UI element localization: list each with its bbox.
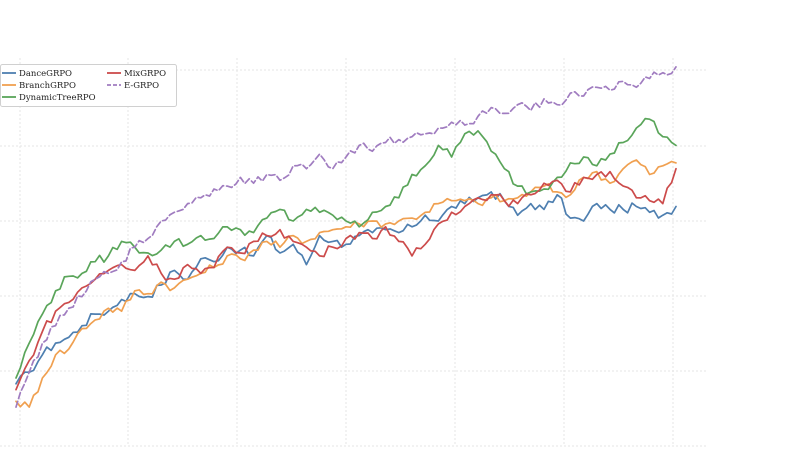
series-line-dynamictreerpo [15, 117, 677, 379]
legend: DanceGRPO BranchGRPO DynamicTreeRPO MixGRPO… [0, 64, 177, 107]
legend-label-dynamictreerpo: DynamicTreeRPO [19, 93, 96, 103]
legend-label-mixgrpo: MixGRPO [124, 69, 166, 79]
legend-label-e-grpo: E-GRPO [124, 81, 159, 91]
legend-label-dancegrpo: DanceGRPO [19, 69, 72, 79]
series-lines [15, 66, 677, 408]
legend-label-branchgrpo: BranchGRPO [19, 81, 76, 91]
series-line-branchgrpo [15, 159, 677, 408]
legend-box [0, 64, 177, 107]
series-line-mixgrpo [15, 167, 677, 391]
series-line-e-grpo [15, 66, 677, 408]
grid [0, 58, 708, 447]
